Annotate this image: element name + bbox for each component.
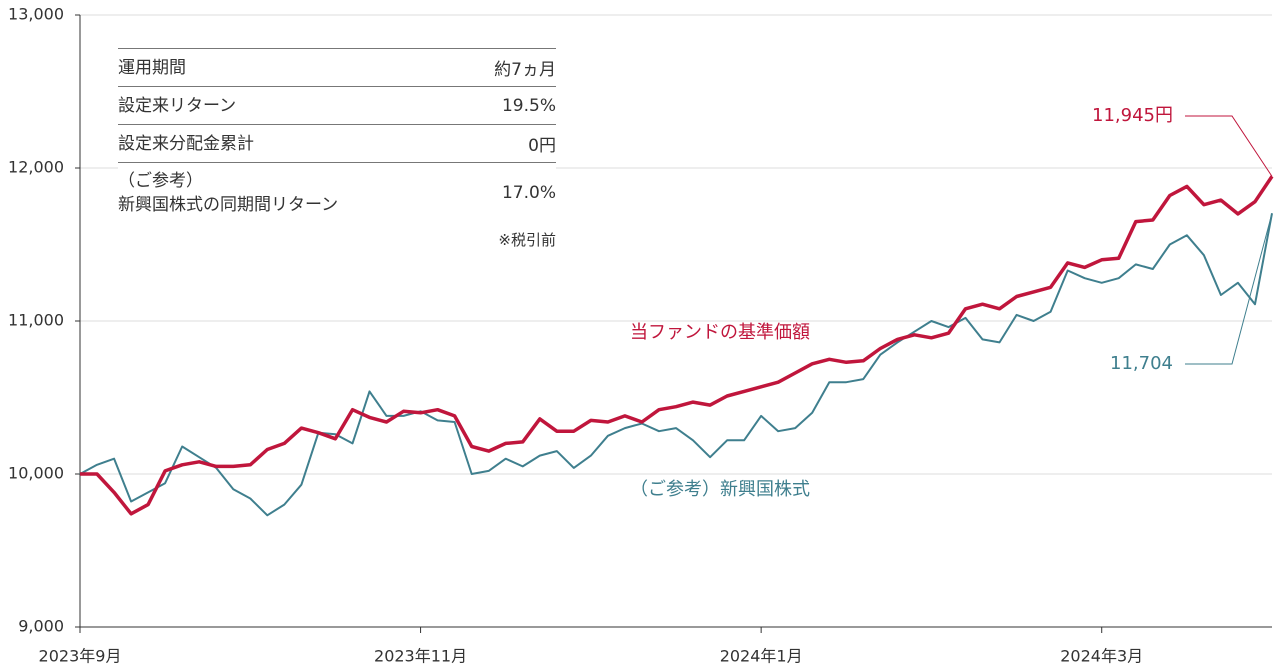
x-tick-label: 2024年3月 <box>1060 647 1143 666</box>
table-note: ※税引前 <box>498 231 556 249</box>
value-label: 11,945円 <box>1092 105 1173 126</box>
value-label: 11,704 <box>1110 353 1173 374</box>
table-row: 運用期間 約7ヵ月 <box>118 48 556 86</box>
row-value: 19.5% <box>501 95 556 116</box>
row-value: 0円 <box>528 136 556 156</box>
legend-label: （ご参考）新興国株式 <box>630 479 810 500</box>
y-tick-label: 9,000 <box>18 617 64 636</box>
row-label: 設定来リターン <box>118 95 237 116</box>
x-tick-label: 2024年1月 <box>720 647 803 666</box>
series-line <box>80 175 1274 516</box>
y-tick-label: 10,000 <box>8 464 64 483</box>
row-label: 設定来分配金累計 <box>118 133 254 154</box>
x-tick-label: 2023年11月 <box>374 647 467 666</box>
y-tick-label: 11,000 <box>8 311 64 330</box>
y-tick-label: 13,000 <box>8 5 64 24</box>
legend-label: 当ファンドの基準価額 <box>630 322 810 343</box>
table-row: 設定来分配金累計 0円 <box>118 124 556 162</box>
y-tick-label: 12,000 <box>8 158 64 177</box>
x-tick-label: 2023年9月 <box>39 647 122 666</box>
leader-line <box>1185 115 1273 177</box>
row-label: （ご参考） 新興国株式の同期間リターン <box>118 171 339 215</box>
row-value: 17.0% <box>501 183 556 203</box>
table-row: 設定来リターン 19.5% <box>118 86 556 124</box>
table-row: （ご参考） 新興国株式の同期間リターン 17.0% <box>118 162 556 223</box>
series-line <box>79 213 1273 517</box>
row-value: 約7ヵ月 <box>494 60 556 80</box>
leader-line <box>1185 213 1273 365</box>
row-label: 運用期間 <box>118 57 186 78</box>
info-table: 運用期間 約7ヵ月設定来リターン 19.5% 設定来分配金累計 0円 （ご参考） 新興国株… <box>118 48 556 250</box>
